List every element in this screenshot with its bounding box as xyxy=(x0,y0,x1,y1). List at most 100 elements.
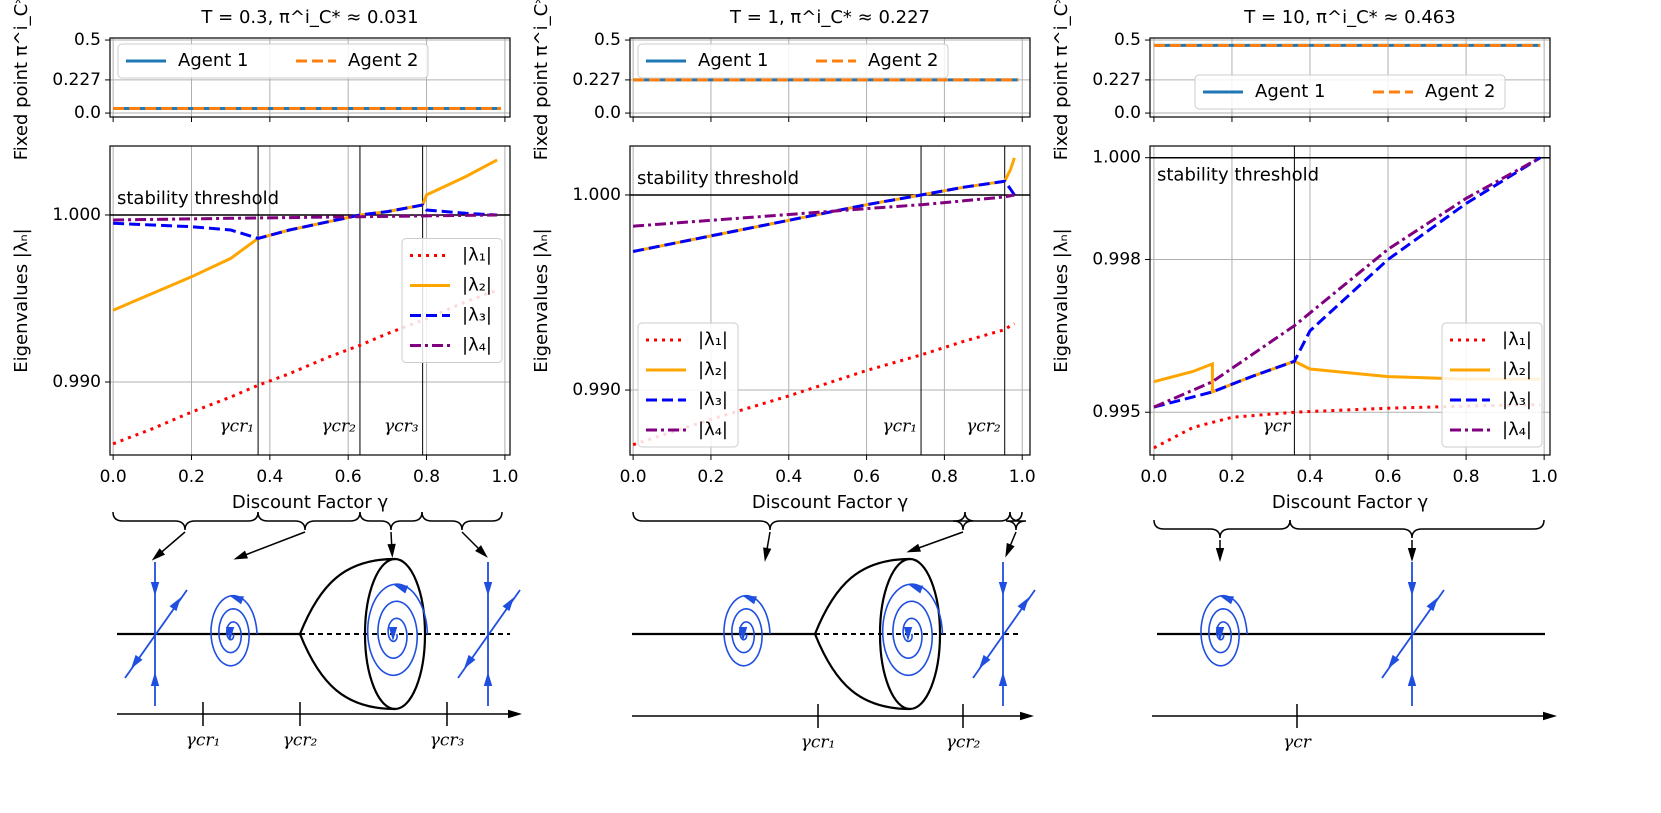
brace-arrow xyxy=(239,531,306,558)
y-tick-label: 1.000 xyxy=(572,185,621,205)
arrowhead xyxy=(998,582,1008,596)
y-tick-label: 1.000 xyxy=(1092,148,1141,168)
x-tick-label: 0.0 xyxy=(1140,467,1167,487)
brace xyxy=(1289,519,1545,539)
critical-label: γcr₁ xyxy=(882,417,917,437)
brace xyxy=(359,511,423,531)
x-tick-label: 0.6 xyxy=(853,467,880,487)
arrowhead xyxy=(998,672,1008,686)
legend-label: |λ₃| xyxy=(462,305,492,326)
limit-surface xyxy=(813,557,911,711)
chart-title: T = 10, π^i_C* ≈ 0.463 xyxy=(1243,7,1455,28)
arrowhead xyxy=(763,547,772,562)
arrowhead xyxy=(229,595,244,605)
brace xyxy=(952,511,1011,531)
arrowhead xyxy=(1020,711,1034,721)
legend-label: Agent 1 xyxy=(1255,81,1325,102)
arrowhead xyxy=(1017,597,1029,612)
y-tick-label: 0.227 xyxy=(572,70,621,90)
y-tick-label: 0.227 xyxy=(52,70,101,90)
legend-box xyxy=(401,238,503,363)
legend-box xyxy=(637,43,949,79)
critical-label: γcr₂ xyxy=(966,417,1001,437)
legend-label: |λ₁| xyxy=(698,329,728,350)
legend-label: Agent 1 xyxy=(698,50,768,71)
arrowhead xyxy=(150,672,160,686)
y-tick-label: 0.5 xyxy=(594,30,621,50)
arrowhead xyxy=(1407,582,1417,596)
series-line xyxy=(632,193,1015,228)
brace xyxy=(421,511,503,531)
arrowhead xyxy=(1426,597,1438,612)
arrowhead xyxy=(1215,548,1225,562)
axes-frame xyxy=(1149,145,1551,456)
arrowhead xyxy=(475,545,488,558)
y-tick-label: 0.227 xyxy=(1092,70,1141,90)
axes-frame xyxy=(1149,37,1551,118)
gamma-label: γcr₁ xyxy=(186,731,221,751)
spiral xyxy=(366,583,429,677)
legend-label: |λ₃| xyxy=(1502,389,1532,410)
x-tick-label: 0.8 xyxy=(931,467,958,487)
y-tick-label: 0.5 xyxy=(1114,30,1141,50)
axes-frame xyxy=(109,145,511,456)
series-line xyxy=(1153,359,1541,395)
arrowhead xyxy=(169,597,181,612)
brace-arrow xyxy=(912,531,964,551)
x-tick-label: 0.4 xyxy=(1296,467,1323,487)
legend-box xyxy=(1441,322,1543,448)
legend-box xyxy=(637,322,739,448)
x-tick-label: 1.0 xyxy=(1009,467,1036,487)
threshold-label: stability threshold xyxy=(637,168,799,189)
critical-label: γcr₂ xyxy=(321,417,356,437)
legend-label: Agent 2 xyxy=(348,50,418,71)
y-axis-label: Eigenvalues |λₙ| xyxy=(531,228,552,373)
spiral xyxy=(881,583,944,677)
arrowhead xyxy=(738,627,748,641)
y-axis-label: Fixed point π^i_C* xyxy=(531,0,552,160)
arrowhead xyxy=(483,672,493,686)
arrowhead xyxy=(233,550,248,560)
arrowhead xyxy=(387,543,396,558)
critical-label: γcr xyxy=(1263,417,1292,437)
spiral xyxy=(723,594,771,667)
axes-frame xyxy=(629,37,1031,118)
legend-label: |λ₂| xyxy=(462,275,492,296)
x-tick-label: 0.8 xyxy=(1453,467,1480,487)
threshold-label: stability threshold xyxy=(1157,165,1319,186)
y-tick-label: 1.000 xyxy=(52,205,101,225)
y-tick-label: 0.990 xyxy=(572,380,621,400)
chart-title: T = 1, π^i_C* ≈ 0.227 xyxy=(729,7,930,28)
brace xyxy=(1153,519,1291,539)
x-axis-label: Discount Factor γ xyxy=(752,492,909,513)
series-line xyxy=(632,322,1016,447)
y-axis-label: Fixed point π^i_C* xyxy=(1051,0,1072,160)
arrowhead xyxy=(1219,595,1234,605)
y-tick-label: 0.995 xyxy=(1092,402,1141,422)
legend-label: |λ₄| xyxy=(1502,419,1532,440)
x-tick-label: 1.0 xyxy=(1531,467,1558,487)
chart-title: T = 0.3, π^i_C* ≈ 0.031 xyxy=(200,7,418,28)
arrowhead xyxy=(979,654,991,669)
legend-label: |λ₃| xyxy=(698,389,728,410)
x-tick-label: 0.2 xyxy=(1218,467,1245,487)
y-axis-label: Fixed point π^i_C* xyxy=(11,0,32,160)
critical-label: γcr₃ xyxy=(384,417,419,437)
axes-frame xyxy=(109,37,511,118)
gamma-label: γcr₁ xyxy=(801,733,836,753)
arrowhead xyxy=(1005,542,1015,558)
arrowhead xyxy=(393,584,409,594)
arrowhead xyxy=(906,543,921,553)
brace xyxy=(1005,511,1027,531)
y-tick-label: 0.0 xyxy=(74,103,101,123)
legend-label: |λ₂| xyxy=(698,359,728,380)
x-tick-label: 0.2 xyxy=(697,467,724,487)
legend-label: Agent 1 xyxy=(178,50,248,71)
legend-box xyxy=(1194,74,1506,110)
gamma-label: γcr xyxy=(1283,733,1312,753)
series-line xyxy=(113,203,498,240)
critical-label: γcr₁ xyxy=(219,417,254,437)
arrowhead xyxy=(151,548,165,561)
spiral xyxy=(1200,594,1248,667)
brace xyxy=(112,511,259,531)
